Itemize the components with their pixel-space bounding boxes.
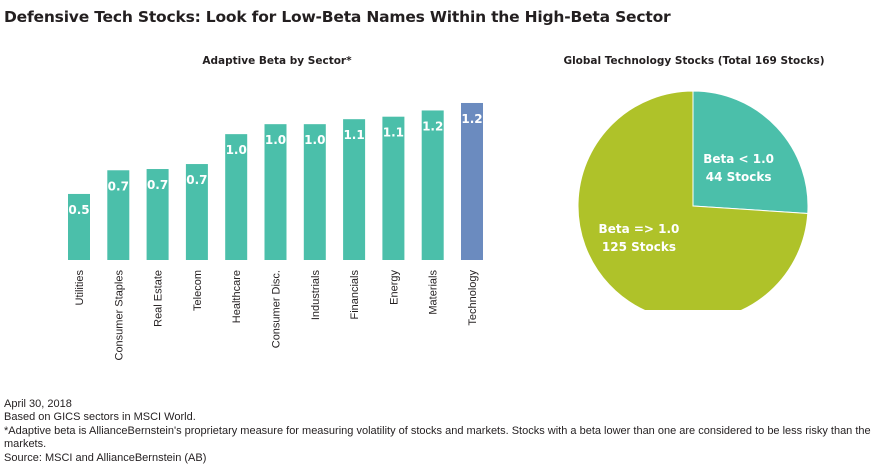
category-tick-label: Real Estate bbox=[153, 270, 165, 327]
pie-slice-label: 125 Stocks bbox=[602, 240, 676, 254]
category-tick-label: Telecom bbox=[192, 270, 204, 311]
footnotes: April 30, 2018 Based on GICS sectors in … bbox=[4, 398, 876, 465]
pie-slice-label: Beta => 1.0 bbox=[599, 222, 680, 236]
bar-value-label: 1.1 bbox=[383, 126, 404, 140]
category-tick-label: Materials bbox=[428, 270, 440, 315]
bar-technology bbox=[461, 102, 483, 260]
bar-value-label: 0.7 bbox=[147, 178, 168, 192]
pie-slice-label: 44 Stocks bbox=[706, 170, 772, 184]
bar-value-label: 1.0 bbox=[226, 143, 247, 157]
pie-slice-label: Beta < 1.0 bbox=[703, 152, 774, 166]
footnote-basis: Based on GICS sectors in MSCI World. bbox=[4, 411, 196, 424]
bar-value-label: 0.5 bbox=[68, 203, 89, 217]
pie-chart: Beta < 1.0 44 Stocks Beta => 1.0 125 Stocks bbox=[577, 90, 809, 310]
bar-value-label: 1.1 bbox=[343, 128, 364, 142]
category-tick-label: Healthcare bbox=[231, 270, 243, 323]
pie-slice-beta-low bbox=[692, 90, 809, 215]
bar-value-label: 1.2 bbox=[461, 112, 482, 126]
category-tick-label: Consumer Staples bbox=[113, 270, 125, 361]
bar-chart: 0.5 Utilities 0.7 Consumer Staples 0.7 Real E… bbox=[68, 102, 483, 361]
category-tick-label: Technology bbox=[467, 270, 479, 326]
bar-energy bbox=[382, 116, 405, 260]
bar-industrials bbox=[303, 124, 326, 260]
category-tick-label: Consumer Disc. bbox=[271, 270, 283, 348]
category-tick-label: Utilities bbox=[74, 270, 86, 306]
footnote-source: Source: MSCI and AllianceBernstein (AB) bbox=[4, 451, 207, 464]
pie-slice-beta-high bbox=[577, 90, 809, 310]
bar-consumer-staples bbox=[107, 170, 130, 260]
bar-value-label: 0.7 bbox=[186, 173, 207, 187]
bar-value-label: 1.0 bbox=[265, 133, 286, 147]
bar-real-estate bbox=[146, 169, 169, 260]
bar-financials bbox=[343, 119, 366, 260]
bar-materials bbox=[421, 110, 444, 260]
bar-value-label: 1.0 bbox=[304, 133, 325, 147]
bar-healthcare bbox=[225, 134, 248, 260]
bar-consumer-disc bbox=[264, 124, 287, 260]
footnote-note: *Adaptive beta is AllianceBernstein's pr… bbox=[4, 424, 871, 451]
page-title: Defensive Tech Stocks: Look for Low-Beta… bbox=[4, 8, 671, 26]
footnote-date: April 30, 2018 bbox=[4, 398, 72, 410]
bar-chart-title: Adaptive Beta by Sector* bbox=[202, 55, 352, 67]
bar-telecom bbox=[185, 164, 208, 260]
bar-utilities bbox=[68, 193, 90, 260]
category-tick-label: Energy bbox=[388, 270, 400, 305]
category-tick-label: Industrials bbox=[310, 270, 322, 321]
pie-chart-title: Global Technology Stocks (Total 169 Stoc… bbox=[563, 55, 825, 67]
category-tick-label: Financials bbox=[349, 270, 361, 320]
bar-value-label: 1.2 bbox=[422, 119, 443, 133]
bar-value-label: 0.7 bbox=[108, 179, 129, 193]
